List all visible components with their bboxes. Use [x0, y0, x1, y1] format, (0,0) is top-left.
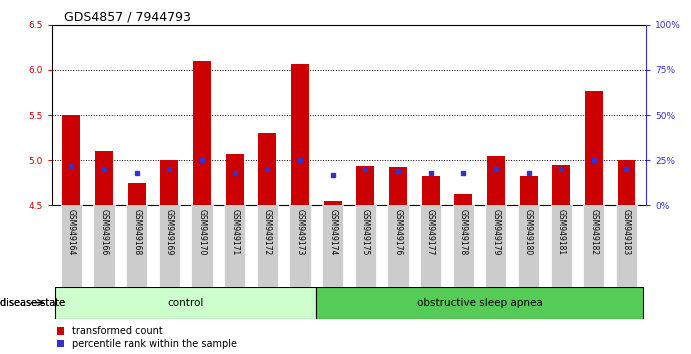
Bar — [126, 205, 147, 287]
Text: GSM949164: GSM949164 — [67, 209, 76, 255]
Text: GSM949183: GSM949183 — [622, 209, 631, 255]
Text: control: control — [167, 298, 204, 308]
Text: GSM949182: GSM949182 — [589, 209, 598, 255]
Bar — [454, 194, 472, 205]
Bar — [487, 156, 505, 205]
Text: GSM949169: GSM949169 — [165, 209, 174, 255]
Bar — [61, 205, 82, 287]
Text: GSM949174: GSM949174 — [328, 209, 337, 255]
Bar — [422, 176, 439, 205]
Text: obstructive sleep apnea: obstructive sleep apnea — [417, 298, 542, 308]
Text: GSM949180: GSM949180 — [524, 209, 533, 255]
Bar — [518, 205, 539, 287]
Bar — [191, 205, 213, 287]
Text: GSM949172: GSM949172 — [263, 209, 272, 255]
Bar — [551, 205, 571, 287]
Bar — [226, 154, 244, 205]
Bar — [323, 201, 341, 205]
Text: GSM949170: GSM949170 — [198, 209, 207, 255]
Bar — [583, 205, 605, 287]
Bar — [224, 205, 245, 287]
Bar — [55, 287, 316, 319]
Bar — [485, 205, 507, 287]
Bar — [95, 151, 113, 205]
Bar — [128, 183, 146, 205]
Bar — [389, 167, 407, 205]
Bar — [585, 91, 603, 205]
Bar — [616, 205, 637, 287]
Bar — [160, 160, 178, 205]
Text: disease state: disease state — [0, 298, 65, 308]
Bar — [388, 205, 408, 287]
Bar — [322, 205, 343, 287]
Bar — [552, 165, 570, 205]
Bar — [354, 205, 376, 287]
Text: GSM949175: GSM949175 — [361, 209, 370, 255]
Bar — [618, 160, 636, 205]
Text: GDS4857 / 7944793: GDS4857 / 7944793 — [64, 11, 191, 24]
Bar — [258, 133, 276, 205]
Text: GSM949168: GSM949168 — [132, 209, 141, 255]
Bar — [93, 205, 115, 287]
Text: GSM949181: GSM949181 — [557, 209, 566, 255]
Bar — [291, 64, 309, 205]
Bar — [520, 176, 538, 205]
Text: GSM949178: GSM949178 — [459, 209, 468, 255]
Legend: transformed count, percentile rank within the sample: transformed count, percentile rank withi… — [57, 326, 237, 349]
Bar — [159, 205, 180, 287]
Text: GSM949173: GSM949173 — [296, 209, 305, 255]
Text: GSM949166: GSM949166 — [100, 209, 108, 255]
Bar — [257, 205, 278, 287]
Bar — [62, 115, 80, 205]
Bar — [316, 287, 643, 319]
Bar — [290, 205, 310, 287]
Bar — [357, 166, 375, 205]
Text: GSM949176: GSM949176 — [393, 209, 402, 255]
Bar — [193, 61, 211, 205]
Text: GSM949177: GSM949177 — [426, 209, 435, 255]
Text: disease state: disease state — [0, 298, 65, 308]
Text: GSM949171: GSM949171 — [230, 209, 239, 255]
Bar — [420, 205, 441, 287]
Bar — [453, 205, 474, 287]
Text: GSM949179: GSM949179 — [491, 209, 500, 255]
